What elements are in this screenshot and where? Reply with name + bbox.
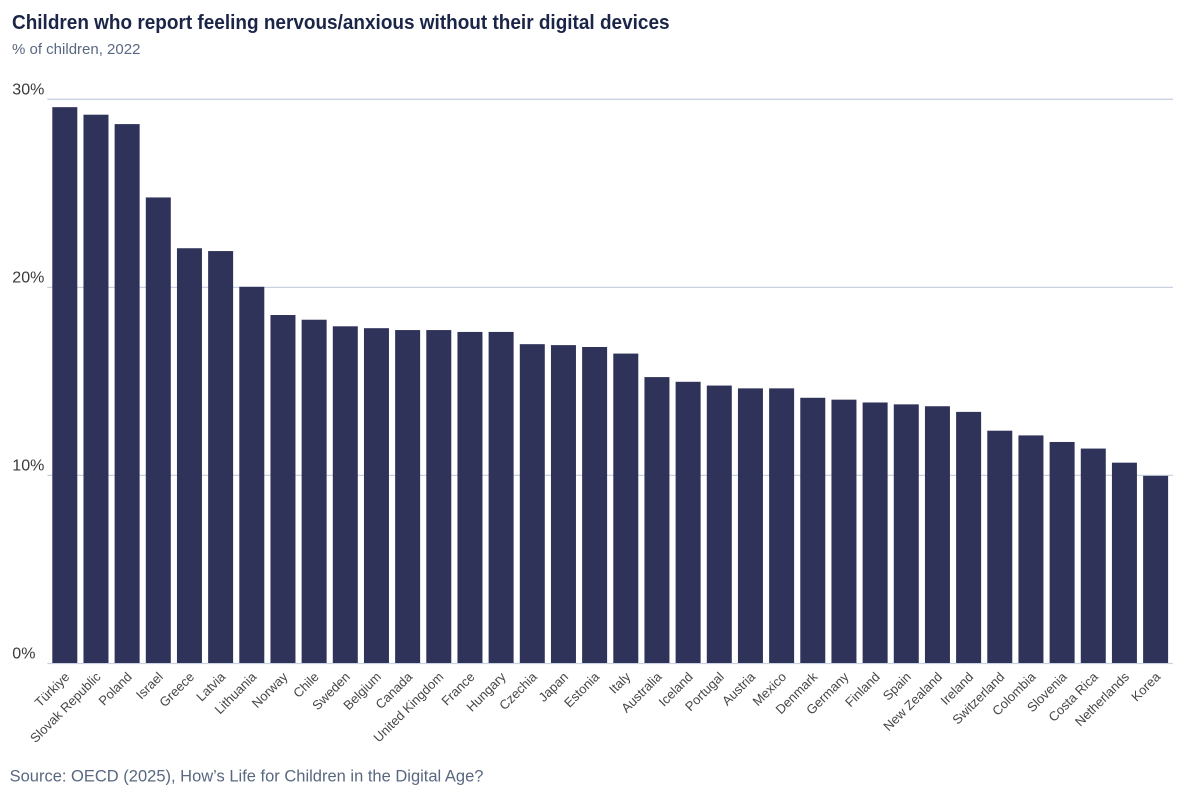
svg-text:Source: OECD (2025), How’s Lif: Source: OECD (2025), How’s Life for Chil… <box>10 766 484 785</box>
svg-text:10%: 10% <box>12 457 44 474</box>
svg-text:30%: 30% <box>12 81 44 98</box>
svg-text:% of children, 2022: % of children, 2022 <box>12 41 140 58</box>
svg-text:0%: 0% <box>12 646 35 663</box>
svg-text:Children who report feeling ne: Children who report feeling nervous/anxi… <box>12 12 670 35</box>
svg-text:20%: 20% <box>12 269 44 286</box>
